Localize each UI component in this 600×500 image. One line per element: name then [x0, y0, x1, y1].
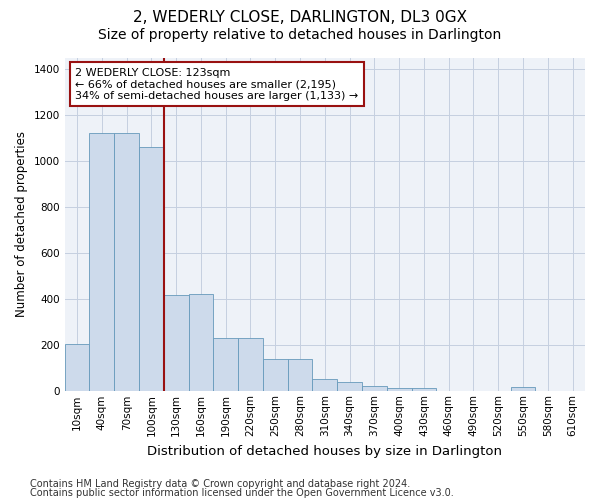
Bar: [337, 382, 362, 392]
Bar: [214, 338, 238, 392]
Bar: [238, 338, 263, 392]
Bar: [164, 294, 188, 392]
Text: Size of property relative to detached houses in Darlington: Size of property relative to detached ho…: [98, 28, 502, 42]
Text: Contains HM Land Registry data © Crown copyright and database right 2024.: Contains HM Land Registry data © Crown c…: [30, 479, 410, 489]
Bar: [188, 294, 214, 392]
Bar: [263, 359, 287, 392]
Bar: [313, 378, 337, 392]
Bar: [511, 387, 535, 392]
Text: Contains public sector information licensed under the Open Government Licence v3: Contains public sector information licen…: [30, 488, 454, 498]
Bar: [139, 148, 164, 392]
Bar: [362, 386, 387, 392]
Text: 2 WEDERLY CLOSE: 123sqm
← 66% of detached houses are smaller (2,195)
34% of semi: 2 WEDERLY CLOSE: 123sqm ← 66% of detache…: [75, 68, 358, 100]
Bar: [412, 388, 436, 392]
Y-axis label: Number of detached properties: Number of detached properties: [15, 132, 28, 318]
Bar: [89, 134, 114, 392]
Bar: [65, 344, 89, 392]
Bar: [287, 358, 313, 392]
Text: 2, WEDERLY CLOSE, DARLINGTON, DL3 0GX: 2, WEDERLY CLOSE, DARLINGTON, DL3 0GX: [133, 10, 467, 25]
X-axis label: Distribution of detached houses by size in Darlington: Distribution of detached houses by size …: [148, 444, 502, 458]
Bar: [387, 388, 412, 392]
Bar: [114, 134, 139, 392]
